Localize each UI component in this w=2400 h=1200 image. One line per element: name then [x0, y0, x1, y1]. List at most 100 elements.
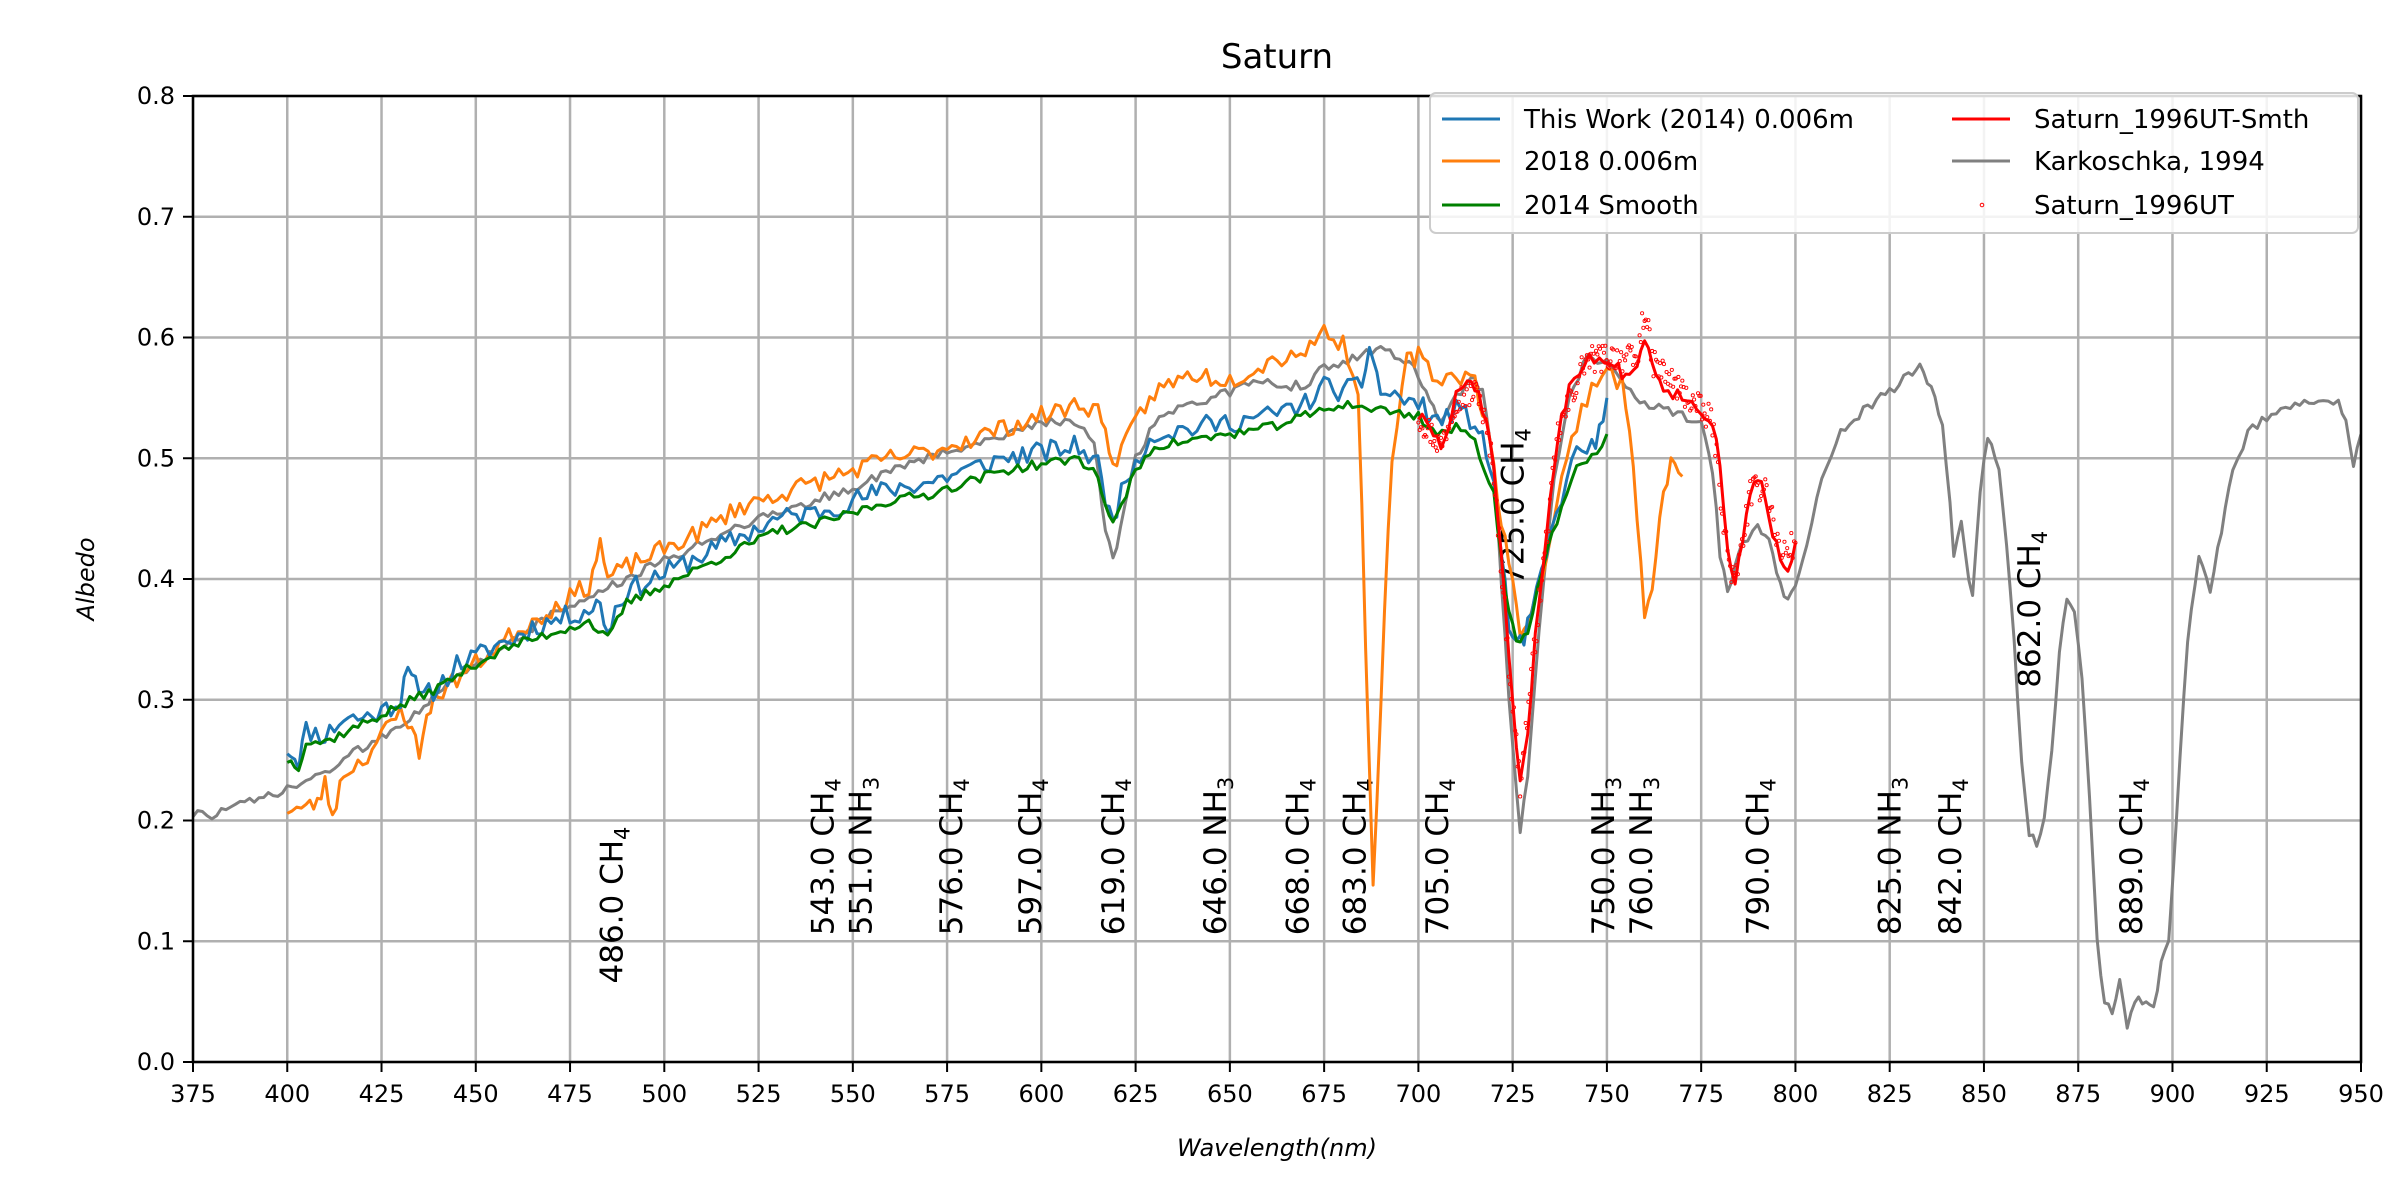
- scatter-point: [1462, 392, 1467, 397]
- scatter-point: [1583, 357, 1588, 362]
- scatter-point: [1742, 532, 1747, 538]
- x-tick-label: 925: [2244, 1080, 2290, 1108]
- scatter-point: [1667, 372, 1672, 377]
- scatter-point: [1483, 416, 1488, 422]
- band-label: 486.0 CH4: [595, 827, 635, 984]
- band-label: 705.0 CH4: [1420, 778, 1460, 935]
- scatter-point: [1613, 366, 1618, 371]
- scatter-point: [1785, 546, 1790, 551]
- scatter-point: [1491, 481, 1496, 486]
- scatter-point: [1663, 379, 1668, 384]
- scatter-point: [1730, 565, 1735, 570]
- scatter-point: [1741, 543, 1746, 548]
- scatter-point: [1787, 552, 1793, 557]
- scatter-point: [1597, 346, 1603, 351]
- x-tick-label: 525: [736, 1080, 782, 1108]
- scatter-point: [1546, 529, 1551, 534]
- scatter-point: [1543, 529, 1548, 534]
- scatter-point: [1510, 709, 1515, 714]
- series-saturn-1996ut: [1416, 311, 1798, 799]
- scatter-point: [1497, 526, 1502, 531]
- scatter-point: [1793, 540, 1798, 545]
- x-tick-label: 650: [1207, 1080, 1253, 1108]
- series-line-saturn-1996ut-smth: [1417, 339, 1797, 783]
- scatter-point: [1578, 362, 1583, 367]
- scatter-point: [1547, 497, 1552, 502]
- scatter-point: [1713, 453, 1718, 458]
- scatter-point: [1537, 587, 1542, 592]
- scatter-point: [1664, 369, 1669, 375]
- scatter-point: [1599, 369, 1604, 374]
- scatter-point: [1511, 705, 1516, 710]
- scatter-point: [1775, 531, 1780, 536]
- scatter-point: [1452, 414, 1457, 419]
- scatter-point: [1563, 414, 1568, 419]
- scatter-point: [1539, 578, 1544, 583]
- band-label: 551.0 NH3: [843, 777, 883, 935]
- scatter-point: [1633, 354, 1638, 359]
- scatter-point: [1748, 479, 1753, 484]
- scatter-point: [1573, 395, 1578, 400]
- scatter-point: [1767, 508, 1772, 514]
- scatter-point: [1526, 699, 1531, 704]
- scatter-point: [1584, 353, 1589, 358]
- y-tick-label: 0.7: [137, 203, 175, 231]
- y-tick-label: 0.6: [137, 324, 175, 352]
- series-line-this-work-2014-0-006m: [286, 345, 1609, 771]
- scatter-point: [1535, 622, 1540, 627]
- scatter-point: [1565, 394, 1570, 399]
- x-tick-label: 800: [1773, 1080, 1819, 1108]
- x-tick-label: 950: [2338, 1080, 2384, 1108]
- scatter-point: [1631, 362, 1636, 367]
- scatter-point: [1527, 691, 1532, 697]
- scatter-point: [1542, 551, 1547, 556]
- scatter-point: [1735, 572, 1740, 577]
- scatter-point: [1566, 407, 1571, 412]
- scatter-point: [1541, 556, 1546, 561]
- scatter-point: [1759, 493, 1764, 499]
- scatter-point: [1689, 406, 1694, 411]
- scatter-point: [1426, 417, 1432, 423]
- band-label: 597.0 CH4: [1013, 778, 1053, 935]
- scatter-point: [1651, 374, 1656, 379]
- scatter-point: [1601, 350, 1607, 355]
- x-tick-label: 825: [1867, 1080, 1913, 1108]
- scatter-point: [1592, 369, 1597, 374]
- scatter-point: [1729, 580, 1734, 585]
- scatter-point: [1603, 343, 1608, 348]
- scatter-point: [1557, 438, 1562, 443]
- x-tick-label: 675: [1301, 1080, 1347, 1108]
- scatter-point: [1558, 431, 1563, 436]
- scatter-point: [1717, 482, 1722, 487]
- legend-entry: Saturn_1996UT: [2034, 191, 2234, 221]
- scatter-point: [1424, 434, 1429, 439]
- x-tick-label: 875: [2055, 1080, 2101, 1108]
- scatter-point: [1621, 354, 1626, 359]
- scatter-point: [1466, 380, 1471, 385]
- band-label: 576.0 CH4: [934, 778, 974, 935]
- scatter-point: [1671, 384, 1676, 389]
- scatter-point: [1523, 720, 1528, 726]
- scatter-point: [1534, 639, 1539, 644]
- band-label: 543.0 CH4: [806, 778, 846, 935]
- x-tick-label: 425: [359, 1080, 405, 1108]
- scatter-point: [1710, 433, 1715, 438]
- scatter-point: [1641, 325, 1646, 330]
- scatter-point: [1438, 435, 1444, 440]
- scatter-point: [1690, 393, 1695, 398]
- scatter-point: [1774, 542, 1779, 547]
- scatter-point: [1575, 381, 1580, 386]
- scatter-point: [1487, 453, 1492, 458]
- scatter-point: [1703, 424, 1708, 429]
- y-axis-title: Albedo: [72, 537, 100, 622]
- scatter-point: [1657, 361, 1663, 366]
- scatter-point: [1505, 635, 1510, 641]
- scatter-point: [1682, 404, 1687, 409]
- scatter-point: [1513, 728, 1518, 733]
- scatter-point: [1550, 465, 1555, 470]
- legend-swatch: [1979, 202, 1985, 208]
- scatter-point: [1489, 441, 1494, 446]
- scatter-point: [1490, 461, 1495, 466]
- legend-box: [1429, 92, 2359, 234]
